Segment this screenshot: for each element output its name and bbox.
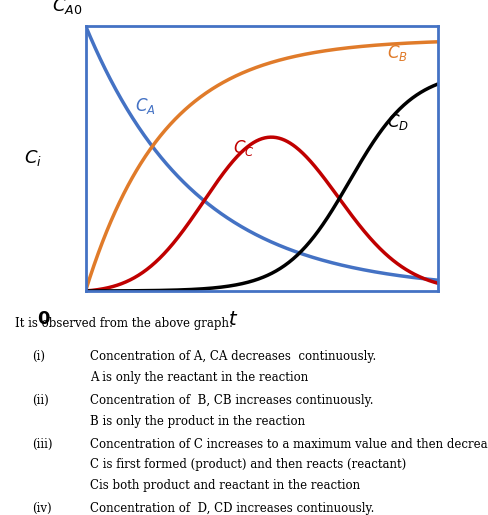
Text: Concentration of  B, CB increases continuously.: Concentration of B, CB increases continu… (90, 394, 373, 407)
Text: $\mathbf{0}$: $\mathbf{0}$ (37, 310, 50, 328)
Text: It is observed from the above graph:: It is observed from the above graph: (15, 317, 232, 330)
Text: (ii): (ii) (32, 394, 48, 407)
Text: $C_i$: $C_i$ (24, 148, 41, 168)
Text: $C_B$: $C_B$ (386, 43, 407, 63)
Text: C is first formed (product) and then reacts (reactant): C is first formed (product) and then rea… (90, 458, 406, 471)
Text: Concentration of C increases to a maximum value and then decreases: Concentration of C increases to a maximu… (90, 438, 488, 451)
Text: B is only the product in the reaction: B is only the product in the reaction (90, 415, 305, 427)
Text: (iii): (iii) (32, 438, 52, 451)
Text: $C_C$: $C_C$ (233, 138, 255, 158)
Text: A is only the reactant in the reaction: A is only the reactant in the reaction (90, 371, 308, 384)
Text: Concentration of  D, CD increases continuously.: Concentration of D, CD increases continu… (90, 502, 374, 515)
Text: Cis both product and reactant in the reaction: Cis both product and reactant in the rea… (90, 479, 360, 492)
Text: (i): (i) (32, 350, 45, 363)
Text: Concentration of A, CA decreases  continuously.: Concentration of A, CA decreases continu… (90, 350, 376, 363)
Text: $C_{A0}$: $C_{A0}$ (52, 0, 82, 16)
Text: $t$: $t$ (228, 310, 238, 329)
Text: (iv): (iv) (32, 502, 51, 515)
Text: $C_D$: $C_D$ (386, 112, 408, 131)
Text: $C_A$: $C_A$ (135, 96, 155, 116)
